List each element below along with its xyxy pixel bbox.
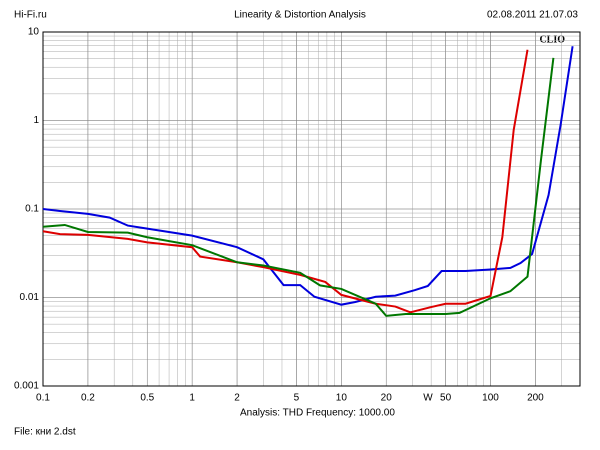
- series-line: [42, 46, 574, 306]
- brand: CLIO: [539, 34, 565, 45]
- x-tick-label: 5: [294, 393, 300, 404]
- series-line: [42, 57, 555, 317]
- y-tick-label: 1: [33, 115, 39, 126]
- x-tick-label: 0.2: [81, 393, 95, 404]
- y-tick-label: 0.001: [14, 381, 39, 392]
- file-label: File: кни 2.dst: [14, 427, 76, 438]
- header-left: Hi-Fi.ru: [14, 10, 47, 21]
- chart-title: Linearity & Distortion Analysis: [234, 10, 366, 21]
- x-unit: W: [423, 393, 433, 404]
- x-tick-label: 100: [482, 393, 499, 404]
- header-right: 02.08.2011 21.07.03: [487, 10, 578, 21]
- y-tick-label: 0.01: [20, 292, 40, 303]
- y-tick-label: 0.1: [25, 204, 39, 215]
- x-tick-label: 2: [234, 393, 240, 404]
- x-tick-label: 10: [336, 393, 348, 404]
- x-tick-label: 0.5: [140, 393, 154, 404]
- y-tick-label: 10: [28, 27, 40, 38]
- x-tick-label: 20: [381, 393, 393, 404]
- analysis-label: Analysis: THD Frequency: 1000.00: [240, 408, 395, 419]
- x-tick-label: 0.1: [36, 393, 50, 404]
- x-tick-label: 1: [189, 393, 195, 404]
- x-tick-label: 50: [440, 393, 452, 404]
- x-tick-label: 200: [527, 393, 544, 404]
